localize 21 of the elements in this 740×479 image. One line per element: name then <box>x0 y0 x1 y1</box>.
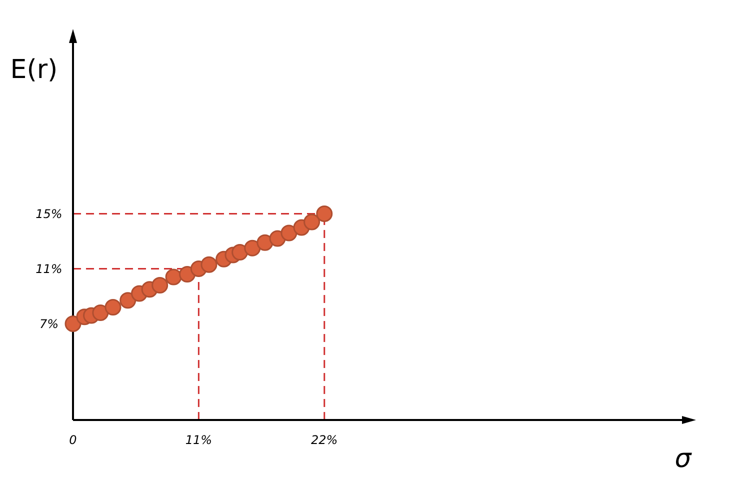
y-tick-label: 11% <box>36 262 62 276</box>
point <box>316 206 333 222</box>
x-axis-title: σ <box>674 444 693 474</box>
point <box>200 256 218 273</box>
point <box>256 234 274 251</box>
point <box>152 277 168 294</box>
y-tick-label: 15% <box>36 206 62 221</box>
x-tick-label: 0 <box>69 433 78 447</box>
point <box>104 299 122 316</box>
point <box>120 292 136 309</box>
point <box>92 304 109 321</box>
point <box>244 240 261 256</box>
x-tick-label: 11% <box>185 433 212 447</box>
point <box>232 244 248 260</box>
y-axis-title: E(r) <box>10 55 58 85</box>
y-tick-label: 7% <box>39 316 59 331</box>
point <box>280 224 298 242</box>
point <box>64 316 82 332</box>
point <box>165 268 182 286</box>
x-tick-label: 22% <box>311 433 338 447</box>
point <box>304 214 320 230</box>
